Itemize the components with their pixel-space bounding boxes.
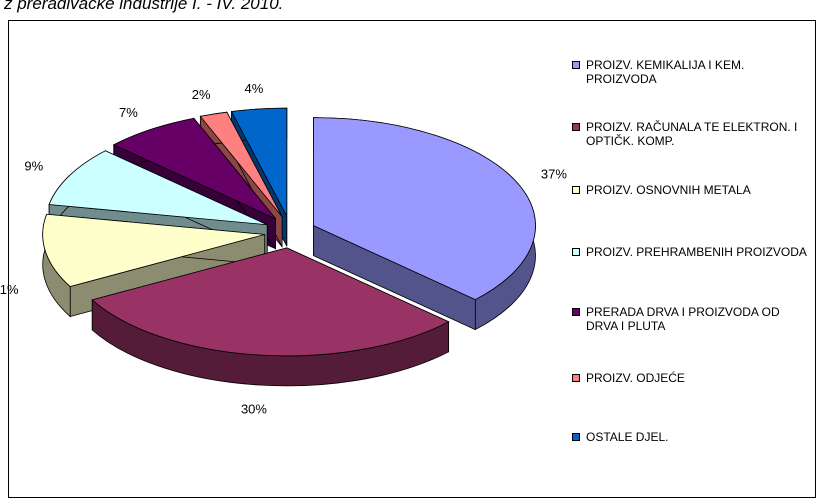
- data-label: 9%: [24, 158, 43, 173]
- legend-label: PROIZV. RAČUNALA TE ELEKTRON. I OPTIČK. …: [586, 120, 798, 148]
- data-label: 11%: [0, 282, 19, 297]
- legend-swatch: [572, 433, 580, 441]
- chart-title: z prerađivačke industrije I. - IV. 2010.: [4, 0, 284, 13]
- legend-label: OSTALE DJEL.: [586, 430, 669, 444]
- legend-swatch: [572, 374, 580, 382]
- data-label: 4%: [245, 81, 264, 96]
- legend-label: PROIZV. KEMIKALIJA I KEM. PROIZVODA: [586, 58, 745, 86]
- data-label: 37%: [541, 166, 567, 181]
- slice-top: [230, 107, 288, 217]
- legend-label: PRERADA DRVA I PROIZVODA OD DRVA I PLUTA: [586, 305, 780, 333]
- legend-swatch: [572, 186, 580, 194]
- slice-top: [91, 247, 450, 357]
- legend-label: PROIZV. ODJEĆE: [586, 371, 685, 385]
- legend-item: PROIZV. ODJEĆE: [572, 371, 812, 385]
- data-label: 2%: [192, 87, 211, 102]
- legend-swatch: [572, 248, 580, 256]
- legend-swatch: [572, 61, 580, 69]
- data-label: 7%: [119, 105, 138, 120]
- legend-swatch: [572, 308, 580, 316]
- legend-item: OSTALE DJEL.: [572, 430, 812, 444]
- slice-top: [313, 117, 536, 301]
- slice-top: [199, 111, 283, 218]
- legend-label: PROIZV. OSNOVNIH METALA: [586, 183, 751, 197]
- legend-item: PROIZV. PREHRAMBENIH PROIZVODA: [572, 245, 812, 259]
- legend-item: PROIZV. KEMIKALIJA I KEM. PROIZVODA: [572, 58, 812, 86]
- legend-item: PROIZV. RAČUNALA TE ELEKTRON. I OPTIČK. …: [572, 120, 812, 148]
- chart-frame: [8, 20, 816, 498]
- legend-label: PROIZV. PREHRAMBENIH PROIZVODA: [586, 245, 807, 259]
- slice: [313, 117, 536, 331]
- slice-top: [42, 213, 265, 287]
- legend-swatch: [572, 123, 580, 131]
- slice-top: [48, 150, 268, 226]
- legend-item: PRERADA DRVA I PROIZVODA OD DRVA I PLUTA: [572, 305, 812, 333]
- legend-item: PROIZV. OSNOVNIH METALA: [572, 183, 812, 197]
- slice: [91, 247, 450, 387]
- slice-top: [112, 117, 276, 220]
- data-label: 30%: [241, 402, 267, 417]
